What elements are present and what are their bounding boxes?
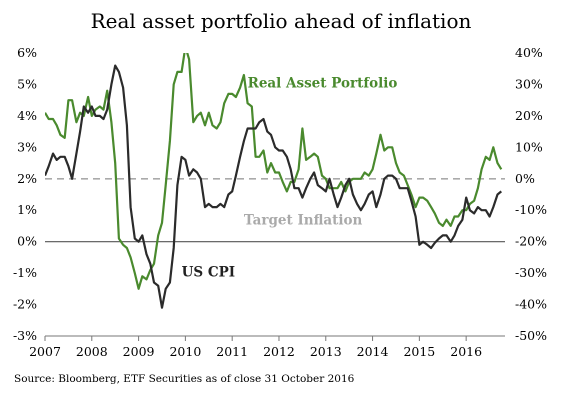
y-left-tick-label: 3% [17, 139, 37, 154]
annotations: Real Asset Portfolio Target Inflation US C… [182, 76, 398, 281]
us-cpi-label: US CPI [182, 264, 235, 280]
x-tick-label: 2010 [169, 344, 201, 359]
y-right-tick-label: 30% [515, 76, 543, 91]
y-right-tick-label: -10% [515, 202, 547, 217]
y-right-tick-label: -30% [515, 265, 547, 280]
y-left-tick-label: 5% [17, 76, 37, 91]
x-tick-label: 2013 [310, 344, 342, 359]
y-left-tick-label: -2% [13, 297, 37, 312]
plot-lines [45, 53, 503, 309]
target-inflation-label: Target Inflation [244, 212, 363, 228]
x-tick-label: 2011 [216, 344, 248, 359]
y-right-tick-label: -40% [515, 297, 547, 312]
y-left-tick-label: 1% [17, 202, 37, 217]
y-left-tick-label: 4% [17, 108, 37, 123]
x-tick-label: 2016 [450, 344, 482, 359]
source-note: Source: Bloomberg, ETF Securities as of … [14, 373, 355, 385]
x-tick-label: 2014 [357, 344, 389, 359]
y-right-tick-label: 20% [515, 108, 543, 123]
axes: 6% 5% 4% 3% 2% 1% 0% -1% -2% -3% 40% 30% 20% 10% 0% -10… [13, 45, 547, 359]
real-asset-portfolio-line [45, 53, 503, 290]
y-right-tick-label: 40% [515, 45, 543, 60]
x-tick-label: 2015 [403, 344, 435, 359]
y-left-tick-label: 0% [17, 234, 37, 249]
y-left-tick-label: -3% [13, 328, 37, 343]
y-left-tick-label: -1% [13, 265, 37, 280]
y-right-tick-label: -50% [515, 328, 547, 343]
us-cpi-line [45, 64, 502, 309]
x-tick-label: 2012 [263, 344, 295, 359]
y-right-tick-label: 0% [515, 171, 535, 186]
y-left-tick-label: 2% [17, 171, 37, 186]
x-tick-label: 2007 [29, 344, 61, 359]
y-left-tick-label: 6% [17, 45, 37, 60]
chart-title: Real asset portfolio ahead of inflation [91, 9, 472, 33]
x-tick-label: 2008 [76, 344, 108, 359]
y-right-tick-label: 10% [515, 139, 543, 154]
real-asset-portfolio-label: Real Asset Portfolio [248, 76, 398, 92]
x-tick-label: 2009 [123, 344, 155, 359]
y-right-tick-label: -20% [515, 234, 547, 249]
